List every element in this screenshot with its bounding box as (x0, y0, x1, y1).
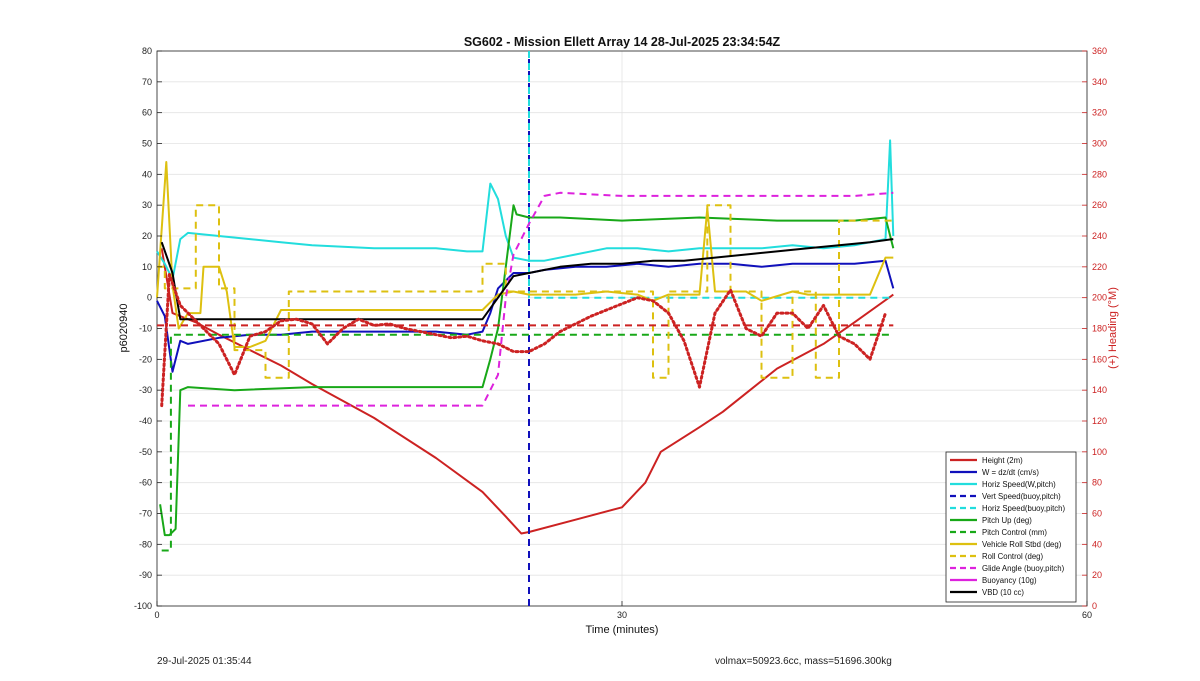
series-line-11 (160, 238, 894, 321)
y2-tick-label: 320 (1092, 108, 1107, 118)
y-tick-label: 0 (147, 293, 152, 303)
x-tick-label: 30 (617, 610, 627, 620)
legend-label: W = dz/dt (cm/s) (982, 468, 1039, 477)
legend-label: VBD (10 cc) (982, 588, 1024, 597)
y2-tick-label: 20 (1092, 570, 1102, 580)
legend-label: Vehicle Roll Stbd (deg) (982, 540, 1062, 549)
y2-tick-label: 260 (1092, 200, 1107, 210)
series-layer (156, 51, 895, 606)
y2-tick-label: 60 (1092, 509, 1102, 519)
x-tick-label: 0 (154, 610, 159, 620)
y-tick-label: -70 (139, 509, 152, 519)
series-line-1 (156, 259, 895, 373)
legend-label: Pitch Up (deg) (982, 516, 1032, 525)
axes: -100-90-80-70-60-50-40-30-20-10010203040… (134, 46, 1107, 620)
legend-label: Horiz Speed(buoy,pitch) (982, 504, 1065, 513)
legend-label: Height (2m) (982, 456, 1023, 465)
series-line-9 (188, 191, 894, 407)
y-axis-label: p6020940 (118, 304, 130, 353)
y-tick-label: 40 (142, 169, 152, 179)
chart-title: SG602 - Mission Ellett Array 14 28-Jul-2… (464, 35, 781, 49)
y2-axis-label: (+) Heading (°M) (1107, 287, 1119, 369)
y-tick-label: 80 (142, 46, 152, 56)
y-tick-label: 10 (142, 262, 152, 272)
y-tick-label: -40 (139, 416, 152, 426)
legend-label: Roll Control (deg) (982, 552, 1044, 561)
series-line-2 (156, 139, 895, 281)
y2-tick-label: 160 (1092, 354, 1107, 364)
y2-tick-label: 200 (1092, 293, 1107, 303)
y2-tick-label: 80 (1092, 478, 1102, 488)
footer-volmax-mass: volmax=50923.6cc, mass=51696.300kg (715, 656, 892, 667)
series-line-7 (156, 161, 894, 348)
series-line-12 (160, 273, 887, 408)
x-axis-label: Time (minutes) (586, 624, 659, 636)
y2-tick-label: 40 (1092, 539, 1102, 549)
series-line-0 (160, 248, 894, 535)
legend-label: Glide Angle (buoy,pitch) (982, 564, 1065, 573)
legend-label: Buoyancy (10g) (982, 576, 1037, 585)
y2-tick-label: 140 (1092, 385, 1107, 395)
y-tick-label: -20 (139, 354, 152, 364)
series-line-6 (161, 333, 894, 552)
legend: Height (2m) W = dz/dt (cm/s) Horiz Speed(W… (945, 451, 1077, 603)
y2-tick-label: 0 (1092, 601, 1097, 611)
y-tick-label: -60 (139, 478, 152, 488)
y2-tick-label: 300 (1092, 139, 1107, 149)
y2-tick-label: 120 (1092, 416, 1107, 426)
y-tick-label: 70 (142, 77, 152, 87)
legend-box (945, 451, 1077, 603)
y-tick-label: -50 (139, 447, 152, 457)
y2-tick-label: 180 (1092, 324, 1107, 334)
y2-tick-label: 360 (1092, 46, 1107, 56)
y-tick-label: 60 (142, 108, 152, 118)
y-tick-label: -90 (139, 570, 152, 580)
y-tick-label: -30 (139, 385, 152, 395)
legend-label: Pitch Control (mm) (982, 528, 1047, 537)
y-tick-label: 20 (142, 231, 152, 241)
y2-tick-label: 340 (1092, 77, 1107, 87)
legend-label: Vert Speed(buoy,pitch) (982, 492, 1061, 501)
series-line-8 (157, 204, 894, 379)
x-tick-label: 60 (1082, 610, 1092, 620)
legend-label: Horiz Speed(W,pitch) (982, 480, 1056, 489)
y-tick-label: 30 (142, 200, 152, 210)
y2-tick-label: 220 (1092, 262, 1107, 272)
y-tick-label: 50 (142, 139, 152, 149)
series-line-4 (528, 51, 894, 299)
y-tick-label: -100 (134, 601, 152, 611)
series-line-5 (159, 204, 895, 537)
y2-tick-label: 240 (1092, 231, 1107, 241)
y2-tick-label: 280 (1092, 169, 1107, 179)
y2-tick-label: 100 (1092, 447, 1107, 457)
y-tick-label: -10 (139, 324, 152, 334)
footer-timestamp: 29-Jul-2025 01:35:44 (157, 656, 252, 667)
y-tick-label: -80 (139, 539, 152, 549)
